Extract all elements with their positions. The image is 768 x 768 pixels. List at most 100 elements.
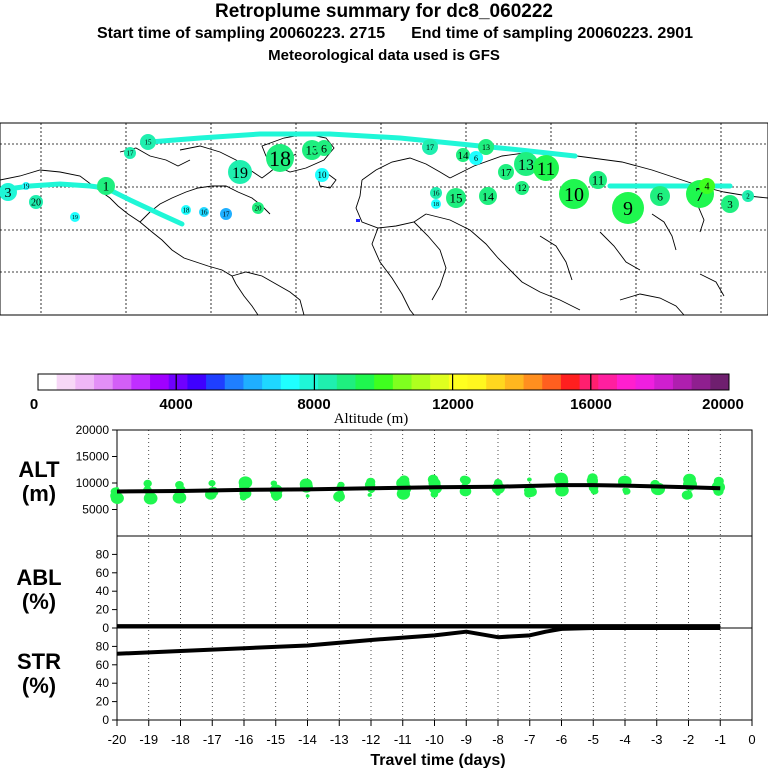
alt-plume-dot [299, 478, 313, 490]
plume-label: 14 [482, 189, 494, 203]
x-tick-label: -17 [203, 732, 222, 747]
colorbar-cell [168, 374, 188, 390]
colorbar-cell [467, 374, 487, 390]
plume-circle [456, 148, 470, 162]
alt-plume-dot [270, 480, 278, 487]
alt-plume-dot [398, 475, 410, 485]
plume-label: 6 [657, 189, 663, 203]
alt-plume-dot [688, 490, 692, 495]
colorbar-frame [37, 373, 730, 391]
x-tick-label: -15 [266, 732, 285, 747]
plume-circle [430, 187, 442, 199]
alt-plume-dot [527, 477, 532, 482]
plume-circle [589, 171, 607, 189]
plume-label: 17 [127, 150, 135, 158]
plume-circle [650, 186, 670, 206]
alt-plume-dot [430, 490, 439, 498]
plume-label: 3 [5, 186, 12, 201]
colorbar-cell [448, 374, 469, 390]
alt-plume-dot [240, 490, 249, 498]
plume-label: 20 [255, 205, 263, 213]
plume-circle [315, 168, 329, 182]
x-tick-label: -6 [556, 732, 568, 747]
alt-plume-dot [242, 483, 250, 489]
alt-y-tick-label: 20000 [76, 423, 110, 437]
alt-plume-dot [367, 493, 372, 497]
plume-circle [0, 183, 17, 201]
plume-label: 13 [306, 143, 319, 158]
plume-label: 7 [695, 184, 705, 206]
alt-panel-label: ALT (m) [18, 457, 60, 506]
colorbar-cell [243, 374, 263, 390]
plume-label: 19 [232, 165, 248, 182]
colorbar-cell [691, 374, 711, 390]
str-y-tick-label: 0 [102, 713, 109, 727]
plume-label: 6 [321, 141, 327, 155]
x-tick-label: -3 [651, 732, 663, 747]
x-tick-label: -9 [460, 732, 472, 747]
sampling-times: Start time of sampling 20060223. 2715 End… [0, 25, 768, 43]
x-axis-label: Travel time (days) [370, 752, 505, 768]
plume-circle [498, 164, 514, 180]
colorbar-cell [206, 374, 226, 390]
plume-label: 3 [727, 199, 733, 211]
abl-y-tick-label: 40 [96, 584, 110, 598]
plume-circle [469, 151, 483, 165]
plume-circle [742, 190, 754, 202]
plume-label: 17 [501, 167, 513, 179]
map-marker-square [356, 219, 360, 222]
plume-label: 13 [518, 157, 534, 174]
plume-circle [431, 199, 441, 209]
x-tick-label: -12 [362, 732, 381, 747]
plume-circle [97, 177, 115, 195]
colorbar-cell [560, 374, 581, 390]
colorbar-tick-label: 8000 [297, 396, 330, 413]
colorbar-cell [374, 374, 394, 390]
x-tick-label: -4 [619, 732, 631, 747]
plume-circle [199, 207, 209, 217]
colorbar-tick-label: 0 [30, 396, 38, 413]
plume-label: 9 [623, 198, 633, 220]
colorbar-cell [187, 374, 207, 390]
plume-label: 19 [23, 183, 31, 191]
plume-label: 18 [183, 207, 191, 215]
plume-circle [252, 202, 264, 214]
plume-circle [29, 195, 43, 209]
colorbar-cell [56, 374, 76, 390]
alt-plume-dot [683, 473, 696, 486]
plume-label: 17 [426, 143, 434, 152]
str-y-tick-label: 20 [96, 695, 110, 709]
x-tick-label: 0 [748, 732, 755, 747]
plume-label: 20 [31, 198, 41, 209]
plume-circle [140, 134, 156, 150]
alt-plume-dot [172, 491, 187, 504]
alt-plume-dot [717, 490, 723, 495]
alt-plume-dot [622, 487, 627, 492]
x-tick-label: -16 [235, 732, 254, 747]
plume-label: 10 [318, 170, 328, 180]
alt-plume-dot [366, 477, 376, 486]
colorbar-tick-label: 4000 [159, 396, 192, 413]
colorbar-cell [579, 374, 599, 390]
plume-label: 14 [458, 150, 470, 162]
plume-label: 15 [145, 139, 153, 147]
colorbar-tick-label: 16000 [570, 396, 612, 413]
plume-label: 16 [201, 209, 209, 217]
start-time-label: Start time of sampling 20060223. 2715 [96, 25, 386, 42]
colorbar-cell [262, 374, 282, 390]
plume-label: 18 [433, 202, 439, 208]
alt-plume-dot [590, 487, 599, 495]
plume-label: 6 [474, 154, 478, 163]
plume-label: 2 [746, 193, 750, 201]
plume-circle [316, 140, 332, 156]
alt-plume-dot [333, 491, 345, 502]
alt-y-tick-label: 10000 [76, 476, 110, 490]
chart-title: Retroplume summary for dc8_060222 [215, 1, 553, 22]
x-tick-label: -10 [425, 732, 444, 747]
colorbar-cell [318, 374, 338, 390]
str-fraction-line [116, 626, 721, 656]
x-tick-label: -1 [714, 732, 726, 747]
str-panel-label: STR (%) [17, 649, 61, 698]
alt-plume-dot [208, 480, 216, 487]
abl-y-tick-label: 20 [96, 603, 110, 617]
